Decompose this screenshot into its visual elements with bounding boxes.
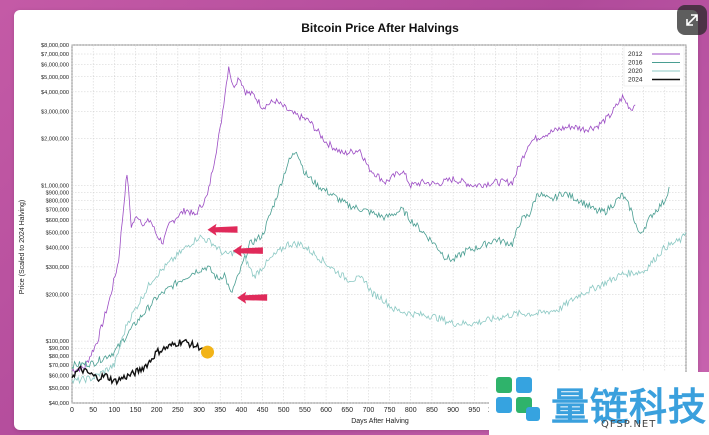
y-tick-label: $2,000,000: [41, 137, 69, 143]
chart-card: Bitcoin Price After Halvings Days After …: [14, 10, 698, 430]
annotation-arrow: [232, 244, 263, 257]
y-tick-label: $500,000: [46, 230, 69, 236]
x-tick-label: 150: [130, 407, 142, 414]
x-tick-label: 600: [320, 407, 332, 414]
y-tick-label: $70,000: [49, 363, 69, 369]
y-tick-label: $6,000,000: [41, 62, 69, 68]
annotation-arrow-shape: [232, 244, 263, 257]
y-tick-label: $600,000: [46, 218, 69, 224]
x-tick-label: 350: [214, 407, 226, 414]
y-tick-label: $90,000: [49, 346, 69, 352]
x-tick-label: 650: [341, 407, 353, 414]
x-tick-label: 400: [236, 407, 248, 414]
x-tick-label: 850: [426, 407, 438, 414]
legend-label-2024: 2024: [628, 77, 643, 84]
chart-title: Bitcoin Price After Halvings: [301, 21, 459, 35]
annotation-dot: [201, 345, 215, 359]
x-tick-label: 900: [447, 407, 459, 414]
series-line-2016: [71, 151, 670, 370]
annotation-arrow: [237, 291, 268, 304]
y-tick-label: $8,000,000: [41, 43, 69, 49]
legend-label-2012: 2012: [628, 51, 643, 58]
x-tick-label: 950: [468, 407, 480, 414]
y-tick-label: $3,000,000: [41, 109, 69, 115]
annotation-arrow-shape: [207, 223, 238, 236]
y-tick-label: $400,000: [46, 245, 69, 251]
x-tick-label: 450: [257, 407, 269, 414]
watermark-logo-icon: [496, 377, 540, 421]
x-tick-label: 550: [299, 407, 311, 414]
x-tick-label: 50: [89, 407, 97, 414]
x-tick-label: 200: [151, 407, 163, 414]
series-line-2020: [71, 232, 687, 385]
x-tick-label: 100: [109, 407, 121, 414]
series-line-2012: [71, 66, 636, 373]
y-tick-label: $50,000: [49, 386, 69, 392]
expand-icon: [686, 14, 698, 26]
expand-button[interactable]: [677, 5, 707, 35]
x-tick-label: 0: [70, 407, 74, 414]
x-tick-label: 500: [278, 407, 290, 414]
plot-area: [71, 44, 687, 404]
annotation-arrow-shape: [237, 291, 268, 304]
y-tick-label: $7,000,000: [41, 52, 69, 58]
x-axis-label: Days After Halving: [351, 418, 409, 425]
x-tick-label: 750: [384, 407, 396, 414]
chart-svg: Bitcoin Price After Halvings Days After …: [19, 21, 694, 425]
annotation-arrow: [207, 223, 238, 236]
x-tick-label: 250: [172, 407, 184, 414]
x-tick-label: 700: [363, 407, 375, 414]
y-tick-label: $4,000,000: [41, 90, 69, 96]
y-tick-label: $900,000: [46, 191, 69, 197]
y-tick-label: $40,000: [49, 401, 69, 407]
y-axis-label: Price (Scaled to 2024 Halving): [19, 200, 26, 295]
y-tick-label: $5,000,000: [41, 75, 69, 81]
series-line-2024: [71, 338, 204, 386]
watermark: 量链科技 QFSP.NET: [489, 372, 709, 435]
x-tick-label: 800: [405, 407, 417, 414]
y-tick-label: $700,000: [46, 208, 69, 214]
y-tick-label: $200,000: [46, 292, 69, 298]
y-tick-label: $1,000,000: [41, 184, 69, 190]
y-tick-label: $800,000: [46, 199, 69, 205]
legend-label-2016: 2016: [628, 60, 643, 67]
y-tick-label: $60,000: [49, 374, 69, 380]
y-tick-label: $300,000: [46, 265, 69, 271]
legend-label-2020: 2020: [628, 68, 643, 75]
y-tick-label: $100,000: [46, 339, 69, 345]
y-tick-label: $80,000: [49, 354, 69, 360]
watermark-subtitle: QFSP.NET: [601, 419, 657, 430]
x-tick-label: 300: [193, 407, 205, 414]
watermark-title: 量链科技: [551, 385, 708, 429]
